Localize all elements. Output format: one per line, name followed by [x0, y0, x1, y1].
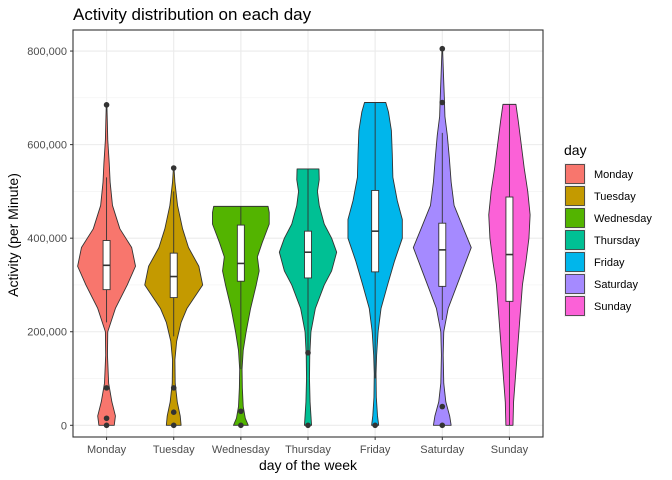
outlier-point [238, 408, 244, 415]
outlier-point [170, 385, 177, 391]
outlier-point [439, 403, 446, 410]
x-tick-label: Monday [87, 444, 127, 456]
legend-swatch-saturday [565, 274, 585, 294]
legend-label-wednesday: Wednesday [594, 213, 652, 225]
violin-sunday [488, 103, 531, 426]
outlier-point [305, 349, 311, 356]
y-tick-label: 0 [61, 420, 67, 432]
box-tuesday [169, 252, 178, 299]
x-tick-label: Tuesday [153, 444, 195, 456]
legend-label-thursday: Thursday [594, 235, 640, 247]
outlier-point [372, 422, 378, 429]
x-tick-label: Wednesday [212, 444, 270, 456]
outlier-point [439, 99, 446, 106]
y-tick-label: 400,000 [27, 233, 67, 245]
y-tick-label: 600,000 [27, 140, 67, 152]
outlier-point [103, 385, 110, 391]
chart-title: Activity distribution on each day [73, 5, 312, 24]
y-tick-label: 800,000 [27, 46, 67, 58]
outlier-point [439, 45, 446, 52]
box-thursday [304, 230, 312, 279]
legend-label-sunday: Sunday [594, 301, 632, 313]
violin-saturday [412, 45, 472, 429]
y-tick-label: 200,000 [27, 327, 67, 339]
legend-label-tuesday: Tuesday [594, 191, 636, 203]
box-saturday [438, 222, 447, 287]
outlier-point [103, 422, 110, 429]
violin-friday [347, 102, 403, 429]
outlier-point [103, 102, 110, 108]
legend-swatch-wednesday [565, 208, 585, 228]
outlier-point [103, 415, 110, 422]
x-tick-label: Thursday [285, 444, 331, 456]
outlier-point [170, 422, 177, 429]
box-sunday [505, 196, 514, 302]
x-tick-label: Sunday [491, 444, 529, 456]
outlier-point [238, 422, 244, 429]
legend-swatch-friday [565, 252, 585, 272]
legend-title: day [564, 142, 587, 158]
x-axis-title: day of the week [259, 457, 358, 473]
y-axis-ticks: 0 200,000 400,000 600,000 800,000 [27, 46, 73, 432]
box-wednesday [236, 224, 245, 282]
outlier-point [305, 422, 311, 429]
x-tick-label: Friday [360, 444, 391, 456]
legend-swatch-thursday [565, 230, 585, 250]
violin-wednesday [212, 205, 270, 429]
outlier-point [170, 409, 177, 416]
violin-monday [77, 102, 136, 429]
violin-tuesday [144, 165, 204, 429]
legend-label-saturday: Saturday [594, 279, 639, 291]
x-tick-label: Saturday [420, 444, 465, 456]
legend: day Monday Tuesday Wednesday Thursday Friday… [564, 142, 652, 317]
violins [72, 29, 544, 438]
outlier-point [439, 422, 446, 429]
outlier-point [170, 165, 177, 171]
x-axis-ticks: Monday Tuesday Wednesday Thursday Friday Satu… [87, 437, 529, 456]
legend-swatch-tuesday [565, 186, 585, 206]
violin-thursday [278, 168, 338, 429]
legend-swatch-sunday [565, 296, 585, 316]
legend-label-monday: Monday [594, 169, 634, 181]
legend-label-friday: Friday [594, 257, 625, 269]
y-axis-title: Activity (per Minute) [5, 173, 21, 297]
legend-swatch-monday [565, 164, 585, 184]
